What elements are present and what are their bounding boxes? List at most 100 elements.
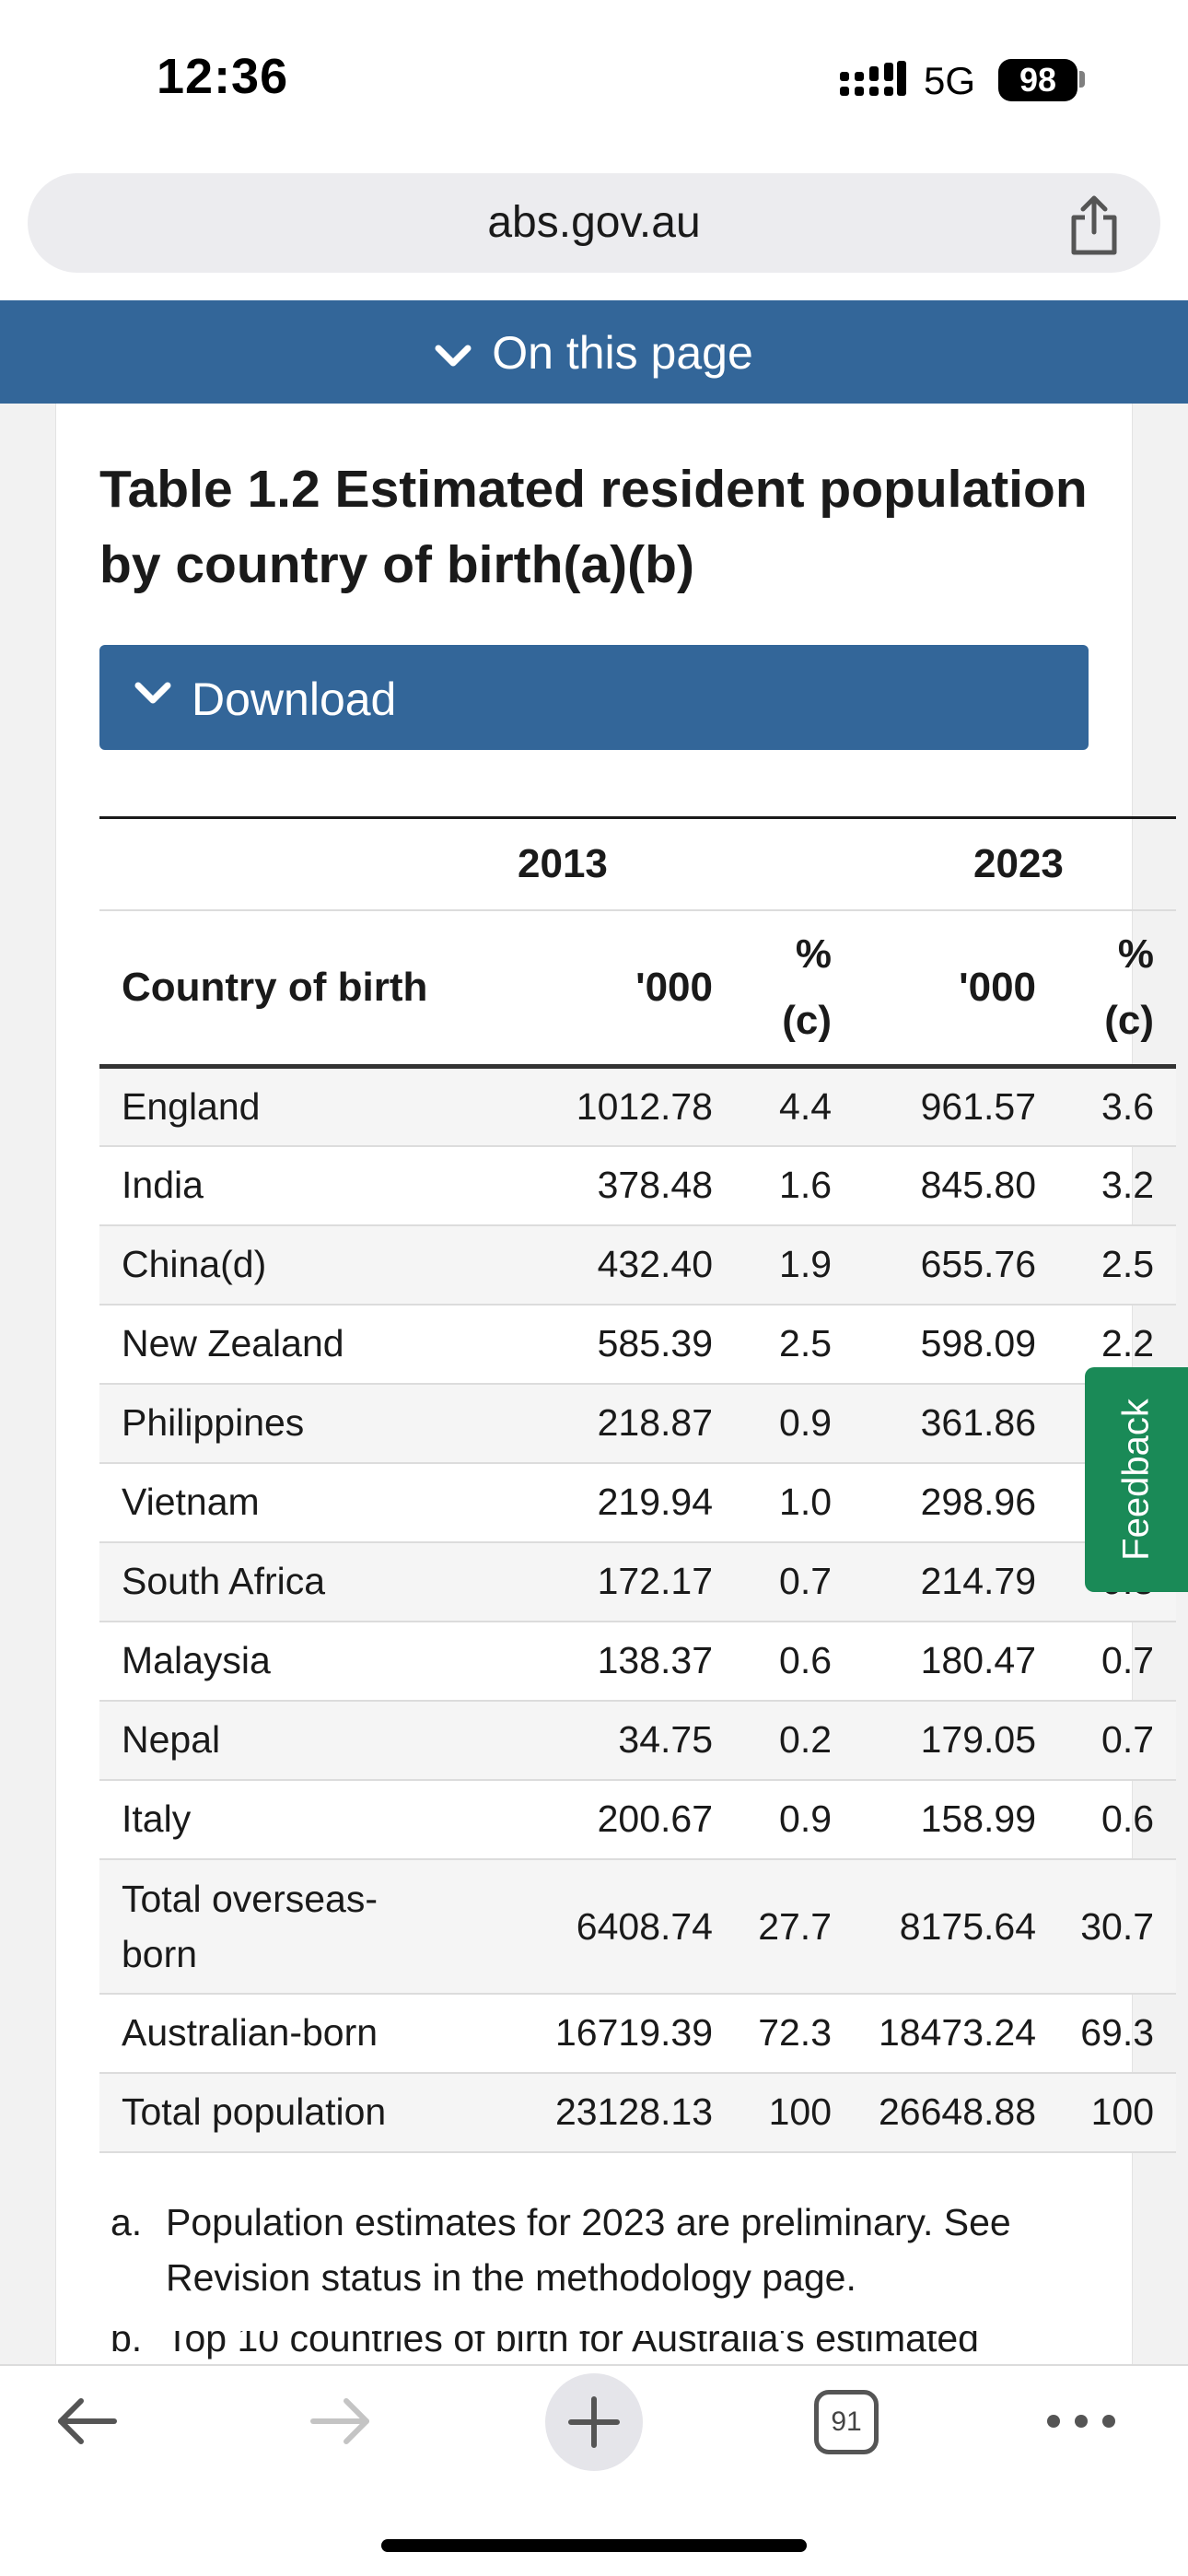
thousands-2013-cell: 1012.78 <box>442 1066 735 1147</box>
table-row: Malaysia 138.37 0.6 180.47 0.7 <box>99 1621 1177 1702</box>
footnote-mark: a. <box>111 2201 143 2243</box>
thousands-2013-cell: 378.48 <box>442 1145 735 1226</box>
table-title: Table 1.2 Estimated resident population … <box>99 460 1088 594</box>
percent-2013-cell: 2.5 <box>735 1304 855 1385</box>
thousands-2013-cell: 219.94 <box>442 1462 735 1543</box>
percent-2013-cell: 0.9 <box>735 1779 855 1860</box>
on-this-page-label: On this page <box>492 327 753 379</box>
percent-2013-cell: 1.6 <box>735 1145 855 1226</box>
thousands-2013-cell: 16719.39 <box>442 1993 735 2074</box>
address-bar[interactable]: abs.gov.au <box>28 173 1160 273</box>
country-cell: India <box>99 1145 442 1226</box>
percent-2023-cell: 0.7 <box>1058 1700 1177 1781</box>
footnote-a: a. Population estimates for 2023 are pre… <box>111 2195 1096 2305</box>
column-header-row: Country of birth '000 % (c) '000 % (c) <box>99 909 1177 1069</box>
table-row: New Zealand 585.39 2.5 598.09 2.2 <box>99 1304 1177 1385</box>
country-cell: Philippines <box>99 1383 442 1464</box>
thousands-2013-cell: 218.87 <box>442 1383 735 1464</box>
country-cell: Australian-born <box>99 1993 442 2074</box>
back-arrow-icon[interactable] <box>53 2394 120 2449</box>
thousands-2023-cell: 598.09 <box>854 1304 1059 1385</box>
thousands-2013-cell: 34.75 <box>442 1700 735 1781</box>
thousands-2023-header: '000 <box>854 909 1059 1069</box>
thousands-2023-cell: 8175.64 <box>854 1858 1059 1995</box>
thousands-2023-cell: 179.05 <box>854 1700 1059 1781</box>
population-table: 2013 2023 Country of birth '000 % (c) '0… <box>99 816 1177 2153</box>
year-header-2023: 2023 <box>854 816 1177 911</box>
feedback-tab[interactable]: Feedback <box>1085 1367 1188 1592</box>
percent-2023-cell: 69.3 <box>1058 1993 1177 2074</box>
thousands-2013-cell: 585.39 <box>442 1304 735 1385</box>
home-indicator <box>381 2539 807 2552</box>
download-label: Download <box>192 673 397 725</box>
percent-2013-cell: 0.2 <box>735 1700 855 1781</box>
country-cell: England <box>99 1066 442 1147</box>
percent-2013-cell: 0.7 <box>735 1541 855 1622</box>
country-cell: Total overseas-born <box>99 1858 442 1995</box>
on-this-page-bar[interactable]: On this page <box>0 300 1188 404</box>
table-row: Total population 23128.13 100 26648.88 100 <box>99 2072 1177 2153</box>
percent-2013-cell: 0.6 <box>735 1621 855 1702</box>
battery-nub <box>1079 71 1085 88</box>
country-cell: Malaysia <box>99 1621 442 1702</box>
percent-2023-cell: 2.5 <box>1058 1224 1177 1306</box>
country-of-birth-header: Country of birth <box>99 909 442 1069</box>
percent-2023-cell: 0.7 <box>1058 1621 1177 1702</box>
feedback-label: Feedback <box>1115 1399 1157 1561</box>
year-header-2013: 2013 <box>442 816 855 911</box>
country-cell: Nepal <box>99 1700 442 1781</box>
signal-icon <box>840 61 906 96</box>
country-cell: New Zealand <box>99 1304 442 1385</box>
footnote-mark: b. <box>111 2331 143 2359</box>
battery-indicator: 98 <box>998 59 1077 101</box>
thousands-2023-cell: 214.79 <box>854 1541 1059 1622</box>
thousands-2023-cell: 961.57 <box>854 1066 1059 1147</box>
thousands-2013-header: '000 <box>442 909 735 1069</box>
table-row: Nepal 34.75 0.2 179.05 0.7 <box>99 1700 1177 1781</box>
on-this-page-toggle[interactable]: On this page <box>0 326 1188 380</box>
table-row: India 378.48 1.6 845.80 3.2 <box>99 1145 1177 1226</box>
thousands-2023-cell: 298.96 <box>854 1462 1059 1543</box>
percent-2023-header: % (c) <box>1058 909 1177 1069</box>
percent-2013-cell: 0.9 <box>735 1383 855 1464</box>
year-header-row: 2013 2023 <box>99 816 1177 911</box>
thousands-2013-cell: 172.17 <box>442 1541 735 1622</box>
network-label: 5G <box>924 59 976 102</box>
thousands-2023-cell: 158.99 <box>854 1779 1059 1860</box>
thousands-2013-cell: 6408.74 <box>442 1858 735 1995</box>
percent-2013-cell: 72.3 <box>735 1993 855 2074</box>
tabs-icon[interactable]: 91 <box>814 2390 879 2454</box>
download-button[interactable]: Download <box>99 645 1089 750</box>
chevron-down-icon <box>435 345 472 367</box>
more-icon[interactable] <box>1046 2414 1116 2429</box>
percent-2013-cell: 1.0 <box>735 1462 855 1543</box>
country-cell: Total population <box>99 2072 442 2153</box>
percent-2023-cell: 3.2 <box>1058 1145 1177 1226</box>
percent-2013-cell: 4.4 <box>735 1066 855 1147</box>
thousands-2013-cell: 200.67 <box>442 1779 735 1860</box>
thousands-2023-cell: 845.80 <box>854 1145 1059 1226</box>
new-tab-button[interactable] <box>545 2373 643 2471</box>
country-cell: South Africa <box>99 1541 442 1622</box>
thousands-2023-cell: 26648.88 <box>854 2072 1059 2153</box>
thousands-2023-cell: 361.86 <box>854 1383 1059 1464</box>
thousands-2013-cell: 138.37 <box>442 1621 735 1702</box>
share-icon[interactable] <box>1065 193 1124 256</box>
country-cell: Italy <box>99 1779 442 1860</box>
percent-2023-cell: 0.6 <box>1058 1779 1177 1860</box>
footnote-b: b. Top 10 countries of birth for Austral… <box>111 2331 1096 2364</box>
clock: 12:36 <box>157 49 289 104</box>
percent-2013-cell: 1.9 <box>735 1224 855 1306</box>
table-row: Australian-born 16719.39 72.3 18473.24 69.3 <box>99 1993 1177 2074</box>
thousands-2023-cell: 18473.24 <box>854 1993 1059 2074</box>
url-text[interactable]: abs.gov.au <box>487 198 701 247</box>
forward-arrow-icon[interactable] <box>308 2394 374 2449</box>
table-row: Total overseas-born 6408.74 27.7 8175.64 30.… <box>99 1858 1177 1995</box>
percent-2023-cell: 30.7 <box>1058 1858 1177 1995</box>
footnote-text: Top 10 countries of birth for Australia'… <box>166 2331 979 2359</box>
percent-2013-cell: 100 <box>735 2072 855 2153</box>
thousands-2023-cell: 180.47 <box>854 1621 1059 1702</box>
